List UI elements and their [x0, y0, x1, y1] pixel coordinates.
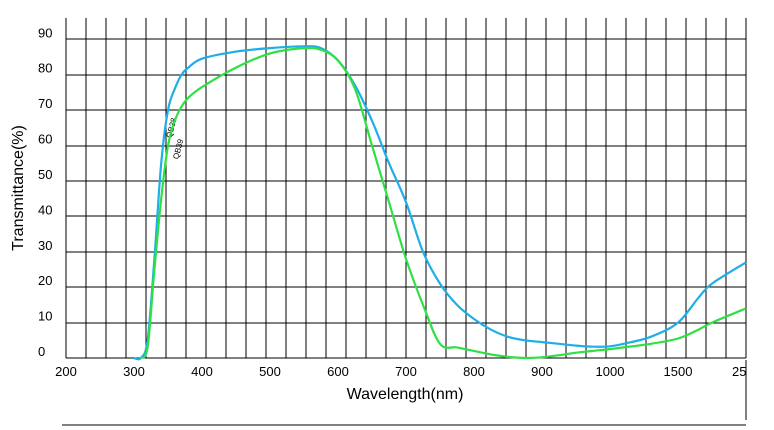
y-tick-label: 50: [38, 167, 52, 182]
y-tick-label: 90: [38, 25, 52, 40]
series-line-qb39: [139, 46, 747, 360]
x-tick-label: 700: [395, 364, 417, 379]
x-tick-label: 1000: [596, 364, 625, 379]
x-axis-title: Wavelength(nm): [347, 386, 464, 403]
x-tick-label: 600: [327, 364, 349, 379]
x-axis-ticks: 200 300 400 500 600 700 800 900 1000 1500 25: [55, 364, 746, 379]
series-line-qb38: [133, 45, 747, 361]
y-axis-ticks: 0 10 20 30 40 50 60 70 80 90: [38, 25, 52, 359]
y-tick-label: 20: [38, 273, 52, 288]
y-tick-label: 10: [38, 309, 52, 324]
y-tick-label: 40: [38, 202, 52, 217]
y-tick-label: 30: [38, 238, 52, 253]
x-tick-label: 400: [191, 364, 213, 379]
x-tick-label: 800: [463, 364, 485, 379]
x-tick-label: 900: [531, 364, 553, 379]
y-tick-label: 60: [38, 132, 52, 147]
x-tick-label: 300: [123, 364, 145, 379]
series-label-qb39: QB39: [171, 138, 185, 161]
chart-grid: [65, 18, 747, 359]
y-axis-title: Transmittance(%): [10, 125, 27, 251]
x-tick-label: 500: [259, 364, 281, 379]
x-tick-label: 25: [732, 364, 746, 379]
x-tick-label: 1500: [664, 364, 693, 379]
y-tick-label: 0: [38, 344, 45, 359]
y-tick-label: 80: [38, 61, 52, 76]
x-tick-label: 200: [55, 364, 77, 379]
y-tick-label: 70: [38, 96, 52, 111]
